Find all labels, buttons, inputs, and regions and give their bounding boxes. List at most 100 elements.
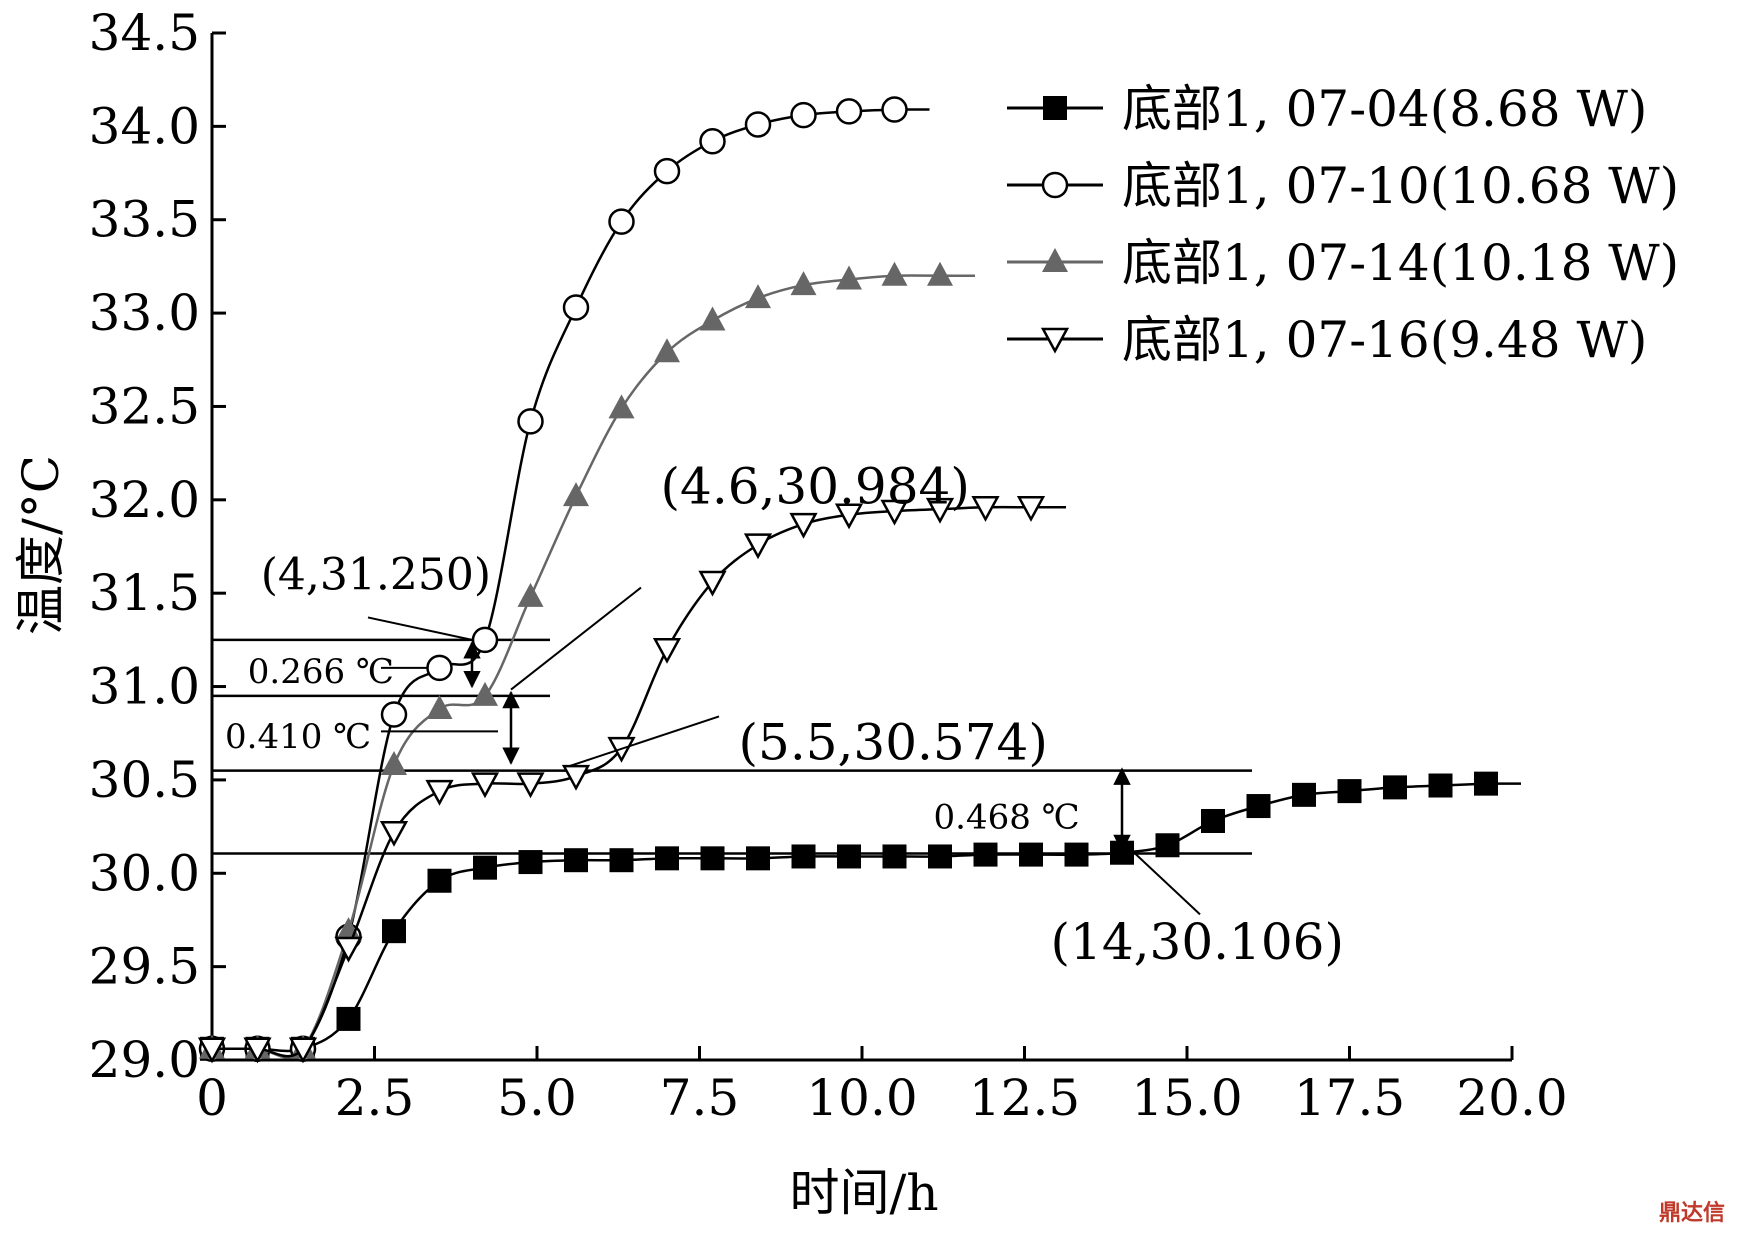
data-point xyxy=(1043,96,1067,120)
data-point xyxy=(744,111,772,138)
data-point xyxy=(564,848,588,873)
data-point xyxy=(835,98,863,125)
legend-entry-4: 底部1, 07-16(9.48 W) xyxy=(1007,311,1647,369)
data-point xyxy=(699,306,726,331)
data-point xyxy=(791,844,816,869)
x-tick-label: 5.0 xyxy=(497,1069,577,1127)
legend-label: 底部1, 07-10(10.68 W) xyxy=(1122,157,1679,215)
y-tick-label: 30.0 xyxy=(89,844,200,902)
data-point xyxy=(698,570,727,597)
data-point xyxy=(973,842,998,867)
series-layer xyxy=(197,96,1521,1064)
legend-label: 底部1, 07-14(10.18 W) xyxy=(1122,234,1679,292)
x-tick-label: 15.0 xyxy=(1131,1069,1242,1127)
data-point xyxy=(699,128,726,155)
data-point xyxy=(335,917,362,942)
data-point xyxy=(517,582,544,607)
data-point xyxy=(470,772,500,799)
y-tick-label: 32.0 xyxy=(89,471,200,529)
data-point xyxy=(927,261,953,286)
data-point xyxy=(243,1037,272,1064)
data-point xyxy=(881,261,908,286)
data-point xyxy=(1201,808,1225,833)
x-tick-label: 2.5 xyxy=(335,1069,415,1127)
y-tick-label: 33.5 xyxy=(89,191,200,249)
x-tick-label: 12.5 xyxy=(969,1069,1080,1127)
data-point xyxy=(334,936,363,963)
series-1 xyxy=(200,771,1521,1061)
annotation-leader xyxy=(569,715,720,768)
series-3 xyxy=(199,261,975,1059)
x-axis-label: 时间/h xyxy=(789,1164,938,1222)
data-point xyxy=(562,294,590,321)
data-point xyxy=(1337,779,1362,804)
data-point xyxy=(1474,771,1498,796)
data-point xyxy=(1246,794,1271,819)
y-tick-label: 29.5 xyxy=(89,938,200,996)
data-point xyxy=(426,694,453,719)
data-point xyxy=(472,681,498,706)
data-point xyxy=(427,868,452,893)
y-tick-label: 29.0 xyxy=(89,1031,200,1089)
data-point xyxy=(426,654,453,682)
x-tick-label: 17.5 xyxy=(1294,1069,1405,1127)
data-point xyxy=(836,265,862,290)
legend-label: 底部1, 07-16(9.48 W) xyxy=(1122,311,1647,369)
x-tick-label: 0 xyxy=(196,1069,228,1127)
data-point xyxy=(382,919,406,944)
data-point xyxy=(745,284,771,309)
data-point xyxy=(1040,327,1070,354)
data-point xyxy=(1428,773,1453,798)
y-tick-label: 31.5 xyxy=(89,564,200,622)
axes: 29.0 29.5 30.0 30.5 31.0 31.5 32.0 32.5 33.0 33.5… xyxy=(89,4,1568,1127)
data-point xyxy=(1041,171,1069,199)
data-point xyxy=(655,846,679,871)
data-point xyxy=(882,844,907,869)
data-point xyxy=(790,271,817,296)
data-point xyxy=(608,208,635,235)
data-point xyxy=(880,499,909,526)
data-point xyxy=(928,844,952,869)
data-point xyxy=(834,503,864,530)
data-point xyxy=(563,482,589,507)
data-point xyxy=(790,101,817,129)
data-point xyxy=(1155,833,1180,858)
data-point xyxy=(336,1006,361,1031)
data-point xyxy=(609,848,634,873)
annotation-label: 0.468 ℃ xyxy=(934,797,1080,837)
data-point xyxy=(473,855,497,880)
annotation-leader xyxy=(367,616,473,641)
x-tick-label: 7.5 xyxy=(660,1069,740,1127)
data-point xyxy=(1019,842,1043,867)
data-point xyxy=(425,779,454,806)
data-point xyxy=(746,846,770,871)
x-tick-label: 10.0 xyxy=(806,1069,917,1127)
data-point xyxy=(561,764,591,791)
y-tick-label: 32.5 xyxy=(89,377,200,435)
y-tick-label: 34.5 xyxy=(89,4,200,62)
y-tick-label: 30.5 xyxy=(89,751,200,809)
data-point xyxy=(925,497,955,524)
legend-entry-1: 底部1, 07-04(8.68 W) xyxy=(1007,80,1647,138)
annotation-leader xyxy=(510,586,642,691)
data-point xyxy=(381,750,407,775)
data-point xyxy=(1042,248,1068,272)
annotation-label: (14,30.106) xyxy=(1051,913,1344,971)
data-point xyxy=(608,394,635,419)
data-point xyxy=(1292,782,1316,807)
legend-entry-3: 底部1, 07-14(10.18 W) xyxy=(1007,234,1679,292)
data-point xyxy=(881,96,908,123)
data-point xyxy=(837,844,861,869)
data-point xyxy=(743,533,773,560)
annotations: (4,31.250) (4.6,30.984) (5.5,30.574) (14,30… xyxy=(225,458,1344,972)
legend-label: 底部1, 07-04(8.68 W) xyxy=(1122,80,1647,138)
annotation-label: (4,31.250) xyxy=(261,549,491,600)
legend: 底部1, 07-04(8.68 W) 底部1, 07-10(10.68 W) 底部1… xyxy=(1007,80,1679,369)
annotation-leader xyxy=(1134,852,1201,916)
annotation-label: (5.5,30.574) xyxy=(739,713,1048,771)
data-point xyxy=(197,1037,227,1064)
x-tick-label: 20.0 xyxy=(1456,1069,1567,1127)
legend-entry-2: 底部1, 07-10(10.68 W) xyxy=(1007,157,1679,215)
data-point xyxy=(1064,842,1089,867)
data-point xyxy=(971,496,1000,522)
